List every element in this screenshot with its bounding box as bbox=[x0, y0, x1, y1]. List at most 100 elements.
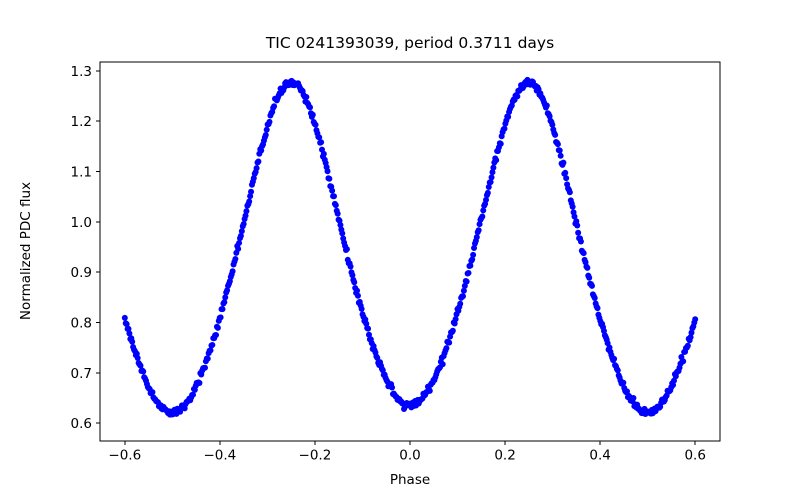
plot-area-background bbox=[100, 62, 720, 441]
data-point bbox=[446, 339, 453, 346]
data-point bbox=[556, 147, 563, 154]
data-point bbox=[214, 324, 221, 331]
data-point bbox=[232, 256, 239, 263]
data-point bbox=[489, 169, 496, 176]
data-point bbox=[439, 361, 446, 368]
data-point bbox=[221, 299, 228, 306]
y-axis-tick-label: 0.7 bbox=[71, 366, 92, 382]
data-point bbox=[546, 113, 553, 120]
data-point bbox=[389, 384, 396, 391]
data-point bbox=[125, 325, 132, 332]
data-point bbox=[480, 207, 487, 214]
data-point bbox=[577, 238, 584, 245]
x-axis-tick-label: −0.4 bbox=[203, 448, 236, 464]
data-point bbox=[149, 389, 156, 396]
x-axis-tick-label: 0.4 bbox=[589, 448, 610, 464]
data-point bbox=[201, 364, 208, 371]
data-point bbox=[229, 268, 236, 275]
data-point bbox=[485, 184, 492, 191]
data-point bbox=[552, 131, 559, 138]
data-point bbox=[566, 189, 573, 196]
data-point bbox=[134, 355, 141, 362]
data-point bbox=[354, 287, 361, 294]
data-point bbox=[488, 174, 495, 181]
data-point bbox=[253, 165, 260, 172]
data-point bbox=[271, 103, 278, 110]
data-point bbox=[238, 228, 245, 235]
data-point bbox=[263, 126, 270, 133]
data-point bbox=[467, 262, 474, 269]
data-point bbox=[469, 256, 476, 263]
data-point bbox=[594, 305, 601, 312]
data-point bbox=[309, 111, 316, 118]
y-axis-tick-label: 0.9 bbox=[71, 265, 92, 281]
data-point bbox=[473, 234, 480, 241]
data-point bbox=[476, 221, 483, 228]
data-point bbox=[692, 316, 699, 323]
data-point bbox=[365, 325, 372, 332]
data-point bbox=[137, 362, 144, 369]
data-point bbox=[219, 306, 226, 313]
data-point bbox=[562, 169, 569, 176]
data-point bbox=[347, 263, 354, 270]
data-point bbox=[123, 321, 130, 328]
data-point bbox=[358, 305, 365, 312]
x-axis-tick-label: −0.2 bbox=[299, 448, 332, 464]
data-point bbox=[460, 287, 467, 294]
data-point bbox=[204, 355, 211, 362]
data-point bbox=[687, 334, 694, 341]
data-point bbox=[334, 210, 341, 217]
plot-frame-border bbox=[99, 61, 721, 442]
data-point bbox=[329, 187, 336, 194]
data-point bbox=[336, 217, 343, 224]
data-point bbox=[497, 140, 504, 147]
data-point bbox=[190, 391, 196, 398]
data-point bbox=[487, 179, 494, 186]
data-point bbox=[426, 387, 433, 394]
data-point bbox=[465, 269, 472, 276]
data-point bbox=[505, 113, 512, 120]
data-point bbox=[255, 158, 262, 165]
data-point bbox=[620, 379, 627, 386]
data-point bbox=[624, 388, 630, 395]
y-axis-tick-label: 1.0 bbox=[71, 215, 92, 231]
data-point bbox=[330, 193, 337, 200]
data-point bbox=[312, 121, 319, 128]
data-point bbox=[224, 287, 231, 294]
data-point bbox=[582, 259, 589, 266]
y-axis-tick-label: 1.2 bbox=[71, 114, 92, 130]
data-point bbox=[236, 239, 243, 246]
y-axis-tick-label: 1.3 bbox=[71, 64, 92, 80]
y-axis-tick-label: 0.6 bbox=[71, 416, 92, 432]
data-point bbox=[549, 121, 556, 128]
x-axis-tick-label: −0.6 bbox=[108, 448, 141, 464]
data-point bbox=[611, 355, 618, 362]
data-point bbox=[591, 295, 598, 302]
data-point bbox=[569, 203, 576, 210]
data-point bbox=[366, 331, 372, 338]
data-point bbox=[684, 342, 691, 349]
data-point bbox=[349, 272, 356, 279]
data-point bbox=[490, 164, 497, 171]
data-point bbox=[217, 314, 224, 321]
y-axis-tick-label: 1.1 bbox=[71, 165, 92, 181]
data-point bbox=[374, 354, 381, 361]
data-point bbox=[222, 294, 229, 301]
data-point bbox=[470, 251, 477, 258]
data-point bbox=[586, 274, 593, 281]
data-point bbox=[303, 94, 310, 100]
data-point bbox=[571, 213, 578, 220]
data-point bbox=[237, 232, 244, 239]
data-point bbox=[560, 159, 567, 166]
data-point bbox=[266, 118, 273, 125]
data-point bbox=[471, 244, 478, 251]
data-point bbox=[140, 368, 147, 375]
data-point bbox=[209, 341, 216, 348]
data-point bbox=[543, 102, 550, 109]
x-axis-tick-label: 0.0 bbox=[399, 448, 420, 464]
data-point bbox=[243, 208, 250, 215]
data-point bbox=[614, 367, 621, 374]
data-point bbox=[554, 141, 561, 148]
